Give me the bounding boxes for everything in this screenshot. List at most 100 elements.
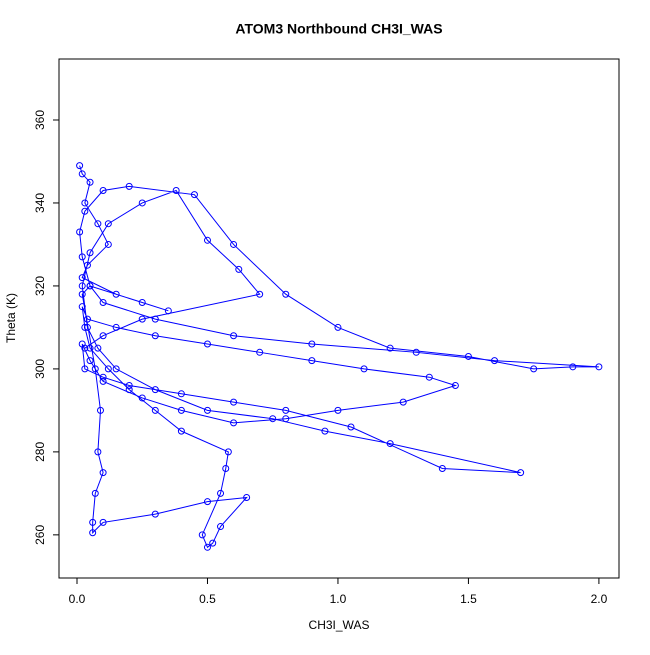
data-point: [138, 299, 146, 307]
data-point: [230, 240, 238, 248]
data-point: [86, 249, 94, 257]
data-point: [412, 348, 420, 356]
data-point: [151, 315, 159, 323]
data-point: [86, 344, 94, 352]
data-point: [151, 386, 159, 394]
data-point: [151, 406, 159, 414]
data-point: [282, 415, 290, 423]
data-point: [386, 440, 394, 448]
data-point: [269, 415, 277, 423]
data-point: [360, 365, 368, 373]
data-point: [399, 398, 407, 406]
data-point: [321, 427, 329, 435]
data-point: [99, 187, 107, 195]
data-point: [222, 464, 230, 472]
data-point: [217, 523, 225, 531]
data-point: [78, 253, 86, 261]
data-point: [76, 228, 84, 236]
data-point: [224, 448, 232, 456]
x-tick-label: 0.0: [69, 592, 86, 606]
data-point: [78, 282, 86, 290]
data-point: [78, 290, 86, 298]
data-point: [81, 344, 89, 352]
data-point: [308, 357, 316, 365]
data-point: [83, 323, 91, 331]
data-point: [517, 469, 525, 477]
y-axis-label: Theta (K): [4, 293, 18, 343]
data-point: [83, 315, 91, 323]
data-point: [89, 518, 97, 526]
data-point: [94, 448, 102, 456]
y-tick-label: 300: [33, 359, 47, 379]
data-point: [138, 199, 146, 207]
data-point: [125, 182, 133, 190]
data-point: [112, 290, 120, 298]
data-point: [464, 352, 472, 360]
data-point: [99, 299, 107, 307]
data-point: [81, 365, 89, 373]
data-point: [177, 406, 185, 414]
data-point: [138, 315, 146, 323]
data-point: [104, 240, 112, 248]
data-point: [81, 207, 89, 215]
data-point: [198, 531, 206, 539]
data-point: [89, 529, 97, 537]
x-tick-label: 1.5: [460, 592, 477, 606]
x-tick-label: 2.0: [591, 592, 608, 606]
data-point: [76, 162, 84, 170]
data-point: [99, 373, 107, 381]
data-point: [595, 363, 603, 371]
data-point: [256, 290, 264, 298]
data-point: [86, 357, 94, 365]
x-tick-label: 1.0: [330, 592, 347, 606]
data-point: [91, 365, 99, 373]
data-point: [530, 365, 538, 373]
data-point: [81, 199, 89, 207]
y-tick-label: 280: [33, 442, 47, 462]
x-tick-label: 0.5: [199, 592, 216, 606]
x-axis-label: CH3I_WAS: [309, 618, 370, 632]
data-point: [104, 365, 112, 373]
data-point: [230, 419, 238, 427]
data-point: [425, 373, 433, 381]
data-point: [334, 406, 342, 414]
data-point: [282, 290, 290, 298]
data-point: [164, 307, 172, 315]
data-point: [99, 332, 107, 340]
data-point: [177, 427, 185, 435]
data-point: [151, 332, 159, 340]
y-tick-label: 340: [33, 193, 47, 213]
y-tick-label: 260: [33, 525, 47, 545]
data-point: [104, 220, 112, 228]
data-point: [230, 398, 238, 406]
data-point: [99, 377, 107, 385]
data-point: [569, 363, 577, 371]
y-tick-label: 360: [33, 110, 47, 130]
chart-title: ATOM3 Northbound CH3I_WAS: [235, 21, 442, 37]
data-point: [334, 323, 342, 331]
data-point: [209, 539, 217, 547]
data-point: [203, 406, 211, 414]
data-point: [86, 178, 94, 186]
data-point: [347, 423, 355, 431]
data-point: [112, 365, 120, 373]
data-point: [172, 187, 180, 195]
data-point: [99, 518, 107, 526]
data-point: [99, 469, 107, 477]
data-point: [83, 261, 91, 269]
data-point: [386, 344, 394, 352]
data-point: [282, 406, 290, 414]
data-point: [203, 236, 211, 244]
data-point: [203, 543, 211, 551]
data-point: [203, 498, 211, 506]
data-point: [94, 344, 102, 352]
data-point: [138, 394, 146, 402]
data-point: [243, 494, 251, 502]
data-point: [256, 348, 264, 356]
data-point: [438, 464, 446, 472]
data-point: [112, 323, 120, 331]
data-point: [91, 489, 99, 497]
